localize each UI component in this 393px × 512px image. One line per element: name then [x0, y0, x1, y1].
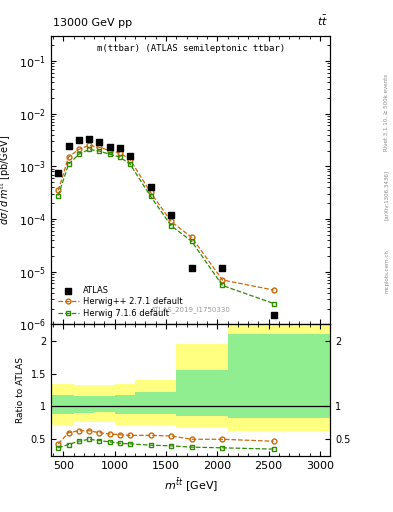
Herwig++ 2.7.1 default — [220, 277, 225, 283]
Herwig 7.1.6 default — [66, 161, 71, 167]
Herwig++ 2.7.1 default — [148, 189, 153, 196]
Herwig 7.1.6 default — [118, 154, 122, 160]
ATLAS — [168, 211, 174, 219]
Herwig++ 2.7.1 default — [118, 150, 122, 156]
Y-axis label: Ratio to ATLAS: Ratio to ATLAS — [16, 357, 25, 423]
Herwig 7.1.6 default — [56, 193, 61, 199]
Herwig++ 2.7.1 default — [66, 154, 71, 160]
Herwig 7.1.6 default — [169, 223, 173, 229]
Line: Herwig 7.1.6 default: Herwig 7.1.6 default — [56, 147, 276, 306]
ATLAS — [147, 183, 154, 191]
ATLAS — [219, 264, 226, 272]
Text: $t\bar{t}$: $t\bar{t}$ — [317, 14, 328, 28]
Text: Rivet 3.1.10, ≥ 500k events: Rivet 3.1.10, ≥ 500k events — [384, 74, 389, 151]
Herwig++ 2.7.1 default — [271, 287, 276, 293]
ATLAS — [189, 264, 195, 272]
Herwig++ 2.7.1 default — [56, 187, 61, 194]
ATLAS — [107, 143, 113, 151]
Herwig++ 2.7.1 default — [87, 142, 92, 148]
Herwig 7.1.6 default — [97, 148, 102, 154]
Herwig 7.1.6 default — [128, 161, 132, 167]
ATLAS — [55, 169, 61, 177]
ATLAS — [75, 136, 82, 144]
Text: 13000 GeV pp: 13000 GeV pp — [53, 18, 132, 28]
X-axis label: $m^{\bar{t}t}$ [GeV]: $m^{\bar{t}t}$ [GeV] — [163, 476, 218, 494]
ATLAS — [127, 152, 133, 160]
Herwig 7.1.6 default — [189, 238, 194, 244]
Herwig++ 2.7.1 default — [189, 234, 194, 241]
Herwig 7.1.6 default — [107, 151, 112, 157]
Herwig 7.1.6 default — [271, 301, 276, 307]
ATLAS — [86, 135, 92, 143]
Legend: ATLAS, Herwig++ 2.7.1 default, Herwig 7.1.6 default: ATLAS, Herwig++ 2.7.1 default, Herwig 7.… — [55, 283, 185, 321]
Herwig 7.1.6 default — [220, 283, 225, 289]
Text: [arXiv:1306.3436]: [arXiv:1306.3436] — [384, 169, 389, 220]
Herwig++ 2.7.1 default — [97, 144, 102, 151]
Text: ATLAS_2019_I1750330: ATLAS_2019_I1750330 — [151, 306, 231, 313]
Herwig 7.1.6 default — [87, 146, 92, 153]
Herwig++ 2.7.1 default — [107, 147, 112, 154]
Line: Herwig++ 2.7.1 default: Herwig++ 2.7.1 default — [56, 143, 276, 292]
Y-axis label: $d\sigma\,/\,d\,m^{\bar{t}t}$ [pb/GeV]: $d\sigma\,/\,d\,m^{\bar{t}t}$ [pb/GeV] — [0, 135, 13, 225]
Herwig 7.1.6 default — [148, 193, 153, 199]
Herwig++ 2.7.1 default — [76, 146, 81, 153]
Herwig++ 2.7.1 default — [169, 219, 173, 225]
ATLAS — [270, 311, 277, 319]
ATLAS — [65, 142, 72, 151]
Text: m(ttbar) (ATLAS semileptonic ttbar): m(ttbar) (ATLAS semileptonic ttbar) — [97, 45, 285, 53]
ATLAS — [96, 138, 103, 146]
Herwig 7.1.6 default — [76, 151, 81, 157]
Herwig++ 2.7.1 default — [128, 157, 132, 163]
Text: mcplots.cern.ch: mcplots.cern.ch — [384, 249, 389, 293]
ATLAS — [117, 144, 123, 153]
